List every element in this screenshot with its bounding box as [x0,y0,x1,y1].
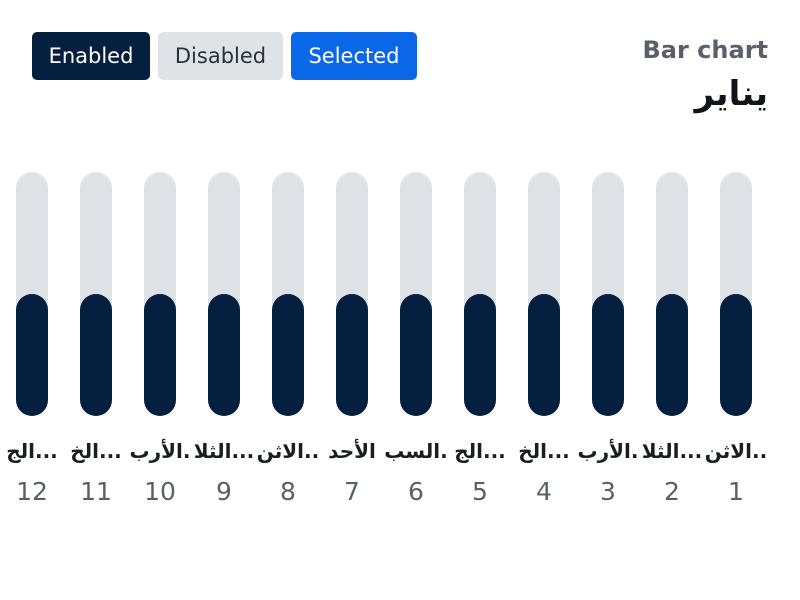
day-label: السب. [384,439,448,463]
x-tick-label: 5 [472,477,488,506]
bar[interactable] [464,294,496,416]
day-label: الأرب. [130,438,191,463]
day-label: الاثن.. [257,439,319,463]
x-tick-label: 7 [344,477,360,506]
day-label: الثلا... [194,439,255,463]
disabled-chip[interactable]: Disabled [158,32,283,80]
x-tick-label: 9 [216,477,232,506]
x-tick-label: 6 [408,477,424,506]
day-label: الخ... [70,439,122,463]
bar[interactable] [16,294,48,416]
day-label: الأرب. [578,438,639,463]
bar[interactable] [720,294,752,416]
day-label: الاثن.. [705,439,767,463]
bar[interactable] [272,294,304,416]
x-tick-label: 10 [144,477,176,506]
x-tick-label: 11 [80,477,112,506]
chart-type-label: Bar chart [642,36,769,64]
enabled-chip[interactable]: Enabled [32,32,150,80]
x-tick-label: 4 [536,477,552,506]
bar[interactable] [400,294,432,416]
bar[interactable] [592,294,624,416]
x-tick-label: 1 [728,477,744,506]
x-tick-label: 8 [280,477,296,506]
bar[interactable] [656,294,688,416]
bar[interactable] [80,294,112,416]
bar[interactable] [336,294,368,416]
chart-title: يناير [694,74,768,114]
x-tick-label: 12 [16,477,48,506]
day-label: الج... [6,439,58,463]
bar[interactable] [144,294,176,416]
bar[interactable] [208,294,240,416]
day-label: الثلا... [642,439,703,463]
bar-chart: الاثن.. 1 الثلا... 2 الأرب. 3 الخ... 4 الج... 5 ال… [6,172,767,506]
x-tick-label: 2 [664,477,680,506]
day-label: الج... [454,439,506,463]
x-tick-label: 3 [600,477,616,506]
day-label: الأحد [328,438,376,463]
selected-chip[interactable]: Selected [291,32,417,80]
day-label: الخ... [518,439,570,463]
bar[interactable] [528,294,560,416]
